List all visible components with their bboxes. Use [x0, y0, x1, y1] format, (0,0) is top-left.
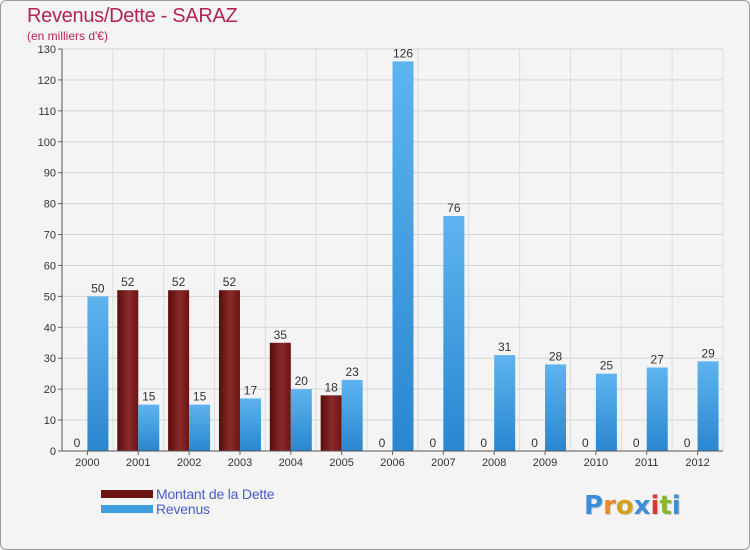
logo-letter: P — [584, 491, 604, 521]
data-label-revenue: 15 — [142, 390, 156, 404]
y-tick-label: 80 — [44, 199, 56, 211]
y-tick-label: 20 — [44, 384, 56, 396]
bar-revenue — [443, 215, 465, 451]
x-tick-label: 2003 — [228, 457, 252, 469]
data-label-debt: 0 — [480, 436, 487, 450]
bar-debt — [117, 290, 139, 451]
data-label-revenue: 15 — [193, 390, 207, 404]
data-label-revenue: 17 — [244, 383, 258, 397]
bar-revenue — [392, 61, 414, 451]
bar-revenue — [138, 404, 160, 451]
bar-debt — [269, 342, 291, 451]
x-tick-label: 2005 — [329, 457, 353, 469]
legend-label-revenue: Revenus — [156, 501, 210, 517]
data-label-debt: 0 — [379, 436, 386, 450]
y-tick-label: 10 — [44, 415, 56, 427]
data-label-revenue: 20 — [295, 374, 309, 388]
x-tick-label: 2009 — [533, 457, 557, 469]
bar-revenue — [697, 361, 719, 451]
y-tick-label: 110 — [38, 106, 56, 118]
y-tick-label: 70 — [44, 230, 56, 242]
y-tick-label: 130 — [38, 44, 56, 56]
bar-revenue — [341, 379, 363, 451]
logo-letter: x — [633, 491, 651, 521]
data-label-revenue: 29 — [701, 346, 715, 360]
x-tick-label: 2012 — [685, 457, 709, 469]
data-label-debt: 52 — [121, 275, 135, 289]
x-tick-label: 2010 — [584, 457, 608, 469]
logo-letter: i — [650, 491, 660, 521]
bar-debt — [320, 395, 342, 451]
bar-revenue — [646, 367, 668, 451]
y-tick-label: 120 — [38, 75, 56, 87]
data-label-debt: 0 — [430, 436, 437, 450]
bar-revenue — [290, 389, 312, 451]
bar-revenue — [87, 296, 109, 451]
data-label-debt: 0 — [582, 436, 589, 450]
y-tick-label: 60 — [44, 260, 56, 272]
data-label-revenue: 31 — [498, 340, 512, 354]
data-label-revenue: 27 — [651, 353, 665, 367]
y-tick-label: 90 — [44, 168, 56, 180]
data-label-debt: 18 — [324, 380, 338, 394]
legend-label-debt: Montant de la Dette — [156, 486, 275, 502]
data-label-debt: 0 — [633, 436, 640, 450]
x-tick-label: 2011 — [635, 457, 659, 469]
logo-letter: r — [603, 491, 616, 521]
logo-letter: o — [615, 491, 634, 521]
bar-revenue — [189, 404, 211, 451]
data-label-revenue: 23 — [345, 365, 359, 379]
bar-revenue — [545, 364, 567, 451]
data-label-debt: 0 — [684, 436, 691, 450]
y-tick-label: 30 — [44, 353, 56, 365]
chart-title: Revenus/Dette - SARAZ — [27, 5, 238, 27]
logo-letter: t — [659, 491, 672, 521]
bar-debt — [218, 290, 240, 451]
data-label-revenue: 126 — [393, 46, 413, 60]
bar-debt — [168, 290, 190, 451]
legend-swatch-debt — [101, 490, 153, 498]
legend-swatch-revenue — [101, 505, 153, 513]
data-label-debt: 0 — [531, 436, 538, 450]
data-label-revenue: 50 — [91, 281, 105, 295]
y-tick-label: 40 — [44, 322, 56, 334]
data-label-debt: 52 — [223, 275, 237, 289]
x-tick-label: 2008 — [482, 457, 506, 469]
bar-revenue — [595, 373, 617, 451]
proxiti-logo: Proxiti — [584, 491, 681, 521]
data-label-revenue: 28 — [549, 349, 563, 363]
data-label-debt: 0 — [74, 436, 81, 450]
data-label-revenue: 76 — [447, 201, 461, 215]
data-label-debt: 35 — [274, 328, 288, 342]
data-label-revenue: 25 — [600, 359, 614, 373]
x-tick-label: 2000 — [75, 457, 99, 469]
x-tick-label: 2006 — [380, 457, 404, 469]
logo-letter: i — [671, 491, 681, 521]
x-tick-label: 2001 — [126, 457, 150, 469]
x-tick-label: 2002 — [177, 457, 201, 469]
chart-subtitle: (en milliers d'€) — [27, 29, 108, 43]
y-tick-label: 100 — [38, 137, 56, 149]
x-tick-label: 2007 — [431, 457, 455, 469]
y-tick-label: 50 — [44, 291, 56, 303]
bar-revenue — [239, 398, 261, 451]
bar-revenue — [494, 355, 516, 451]
y-tick-label: 0 — [50, 446, 56, 458]
x-tick-label: 2004 — [279, 457, 303, 469]
data-label-debt: 52 — [172, 275, 186, 289]
